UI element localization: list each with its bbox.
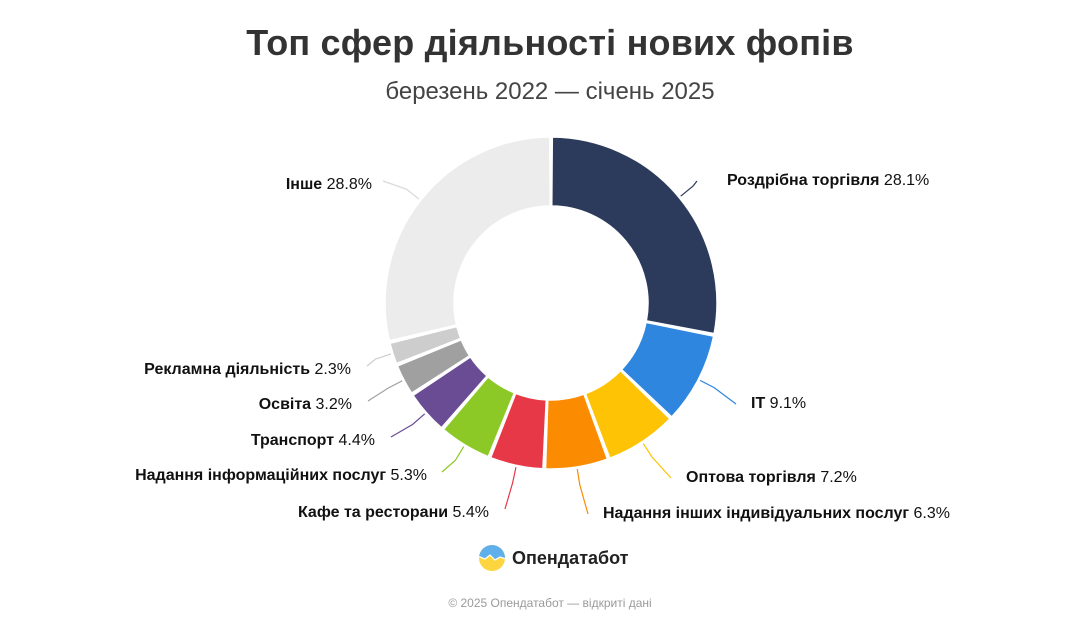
leader-line-8 bbox=[367, 380, 403, 402]
leader-line-6 bbox=[441, 446, 465, 473]
opendatabot-logo-icon bbox=[479, 545, 505, 571]
slice-1 bbox=[551, 136, 718, 335]
slice-3 bbox=[584, 369, 671, 459]
leader-line-5 bbox=[504, 467, 517, 510]
chart-title: Топ сфер діяльності нових фопів bbox=[246, 22, 854, 63]
slice-4 bbox=[544, 393, 609, 470]
labels-layer: Роздрібна торгівля 28.1% IT 9.1% Оптова то… bbox=[135, 172, 950, 522]
slice-label-value: 5.3% bbox=[386, 467, 427, 484]
leader-line-1 bbox=[680, 180, 698, 197]
slice-label-3: Оптова торгівля 7.2% bbox=[686, 469, 857, 486]
slice-label-value: 28.8% bbox=[322, 176, 372, 193]
slice-label-value: 4.4% bbox=[334, 432, 375, 449]
leader-line-9 bbox=[366, 353, 392, 367]
slice-5 bbox=[489, 392, 548, 470]
slice-label-8: Освіта 3.2% bbox=[259, 396, 352, 413]
slice-label-value: 3.2% bbox=[311, 396, 352, 413]
slice-label-value: 28.1% bbox=[879, 172, 929, 189]
donut-chart: Роздрібна торгівля 28.1% IT 9.1% Оптова то… bbox=[135, 136, 950, 522]
slice-label-name: Транспорт bbox=[251, 432, 334, 449]
slice-label-name: Кафе та ресторани bbox=[298, 504, 448, 521]
slice-label-name: Надання інформаційних послуг bbox=[135, 467, 386, 484]
slice-label-value: 6.3% bbox=[909, 505, 950, 522]
chart-subtitle: березень 2022 — січень 2025 bbox=[385, 78, 715, 105]
slice-label-value: 5.4% bbox=[448, 504, 489, 521]
slice-label-name: Інше bbox=[286, 176, 322, 193]
slice-6 bbox=[442, 376, 516, 458]
slices-layer bbox=[384, 136, 718, 470]
slice-label-value: 2.3% bbox=[310, 361, 351, 378]
slice-label-7: Транспорт 4.4% bbox=[251, 432, 375, 449]
footer-credit: © 2025 Опендатабот — відкриті дані bbox=[448, 596, 652, 610]
leader-line-2 bbox=[699, 379, 737, 405]
slice-label-name: Оптова торгівля bbox=[686, 469, 816, 486]
leader-line-3 bbox=[642, 443, 672, 479]
slice-label-name: Надання інших індивідуальних послуг bbox=[603, 505, 909, 522]
slice-9 bbox=[389, 325, 462, 365]
slice-label-name: Освіта bbox=[259, 396, 311, 413]
slice-label-name: Роздрібна торгівля bbox=[727, 172, 879, 189]
slice-label-4: Надання інших індивідуальних послуг 6.3% bbox=[603, 505, 950, 522]
slice-label-9: Рекламна діяльність 2.3% bbox=[144, 361, 351, 378]
leader-line-7 bbox=[390, 413, 426, 438]
slice-2 bbox=[620, 321, 715, 418]
leader-line-4 bbox=[576, 468, 589, 515]
brand: Опендатабот bbox=[478, 543, 629, 573]
slice-label-5: Кафе та ресторани 5.4% bbox=[298, 504, 489, 521]
slice-label-value: 9.1% bbox=[765, 395, 806, 412]
leader-line-10 bbox=[382, 180, 420, 200]
slice-label-2: IT 9.1% bbox=[751, 395, 806, 412]
slice-8 bbox=[396, 339, 471, 394]
brand-name: Опендатабот bbox=[512, 547, 629, 568]
slice-label-10: Інше 28.8% bbox=[286, 176, 372, 193]
slice-label-6: Надання інформаційних послуг 5.3% bbox=[135, 467, 427, 484]
slice-label-value: 7.2% bbox=[816, 469, 857, 486]
slice-7 bbox=[412, 356, 488, 429]
slice-10 bbox=[384, 136, 551, 342]
slice-label-name: IT bbox=[751, 395, 765, 412]
slice-label-name: Рекламна діяльність bbox=[144, 361, 310, 378]
slice-label-1: Роздрібна торгівля 28.1% bbox=[727, 172, 929, 189]
